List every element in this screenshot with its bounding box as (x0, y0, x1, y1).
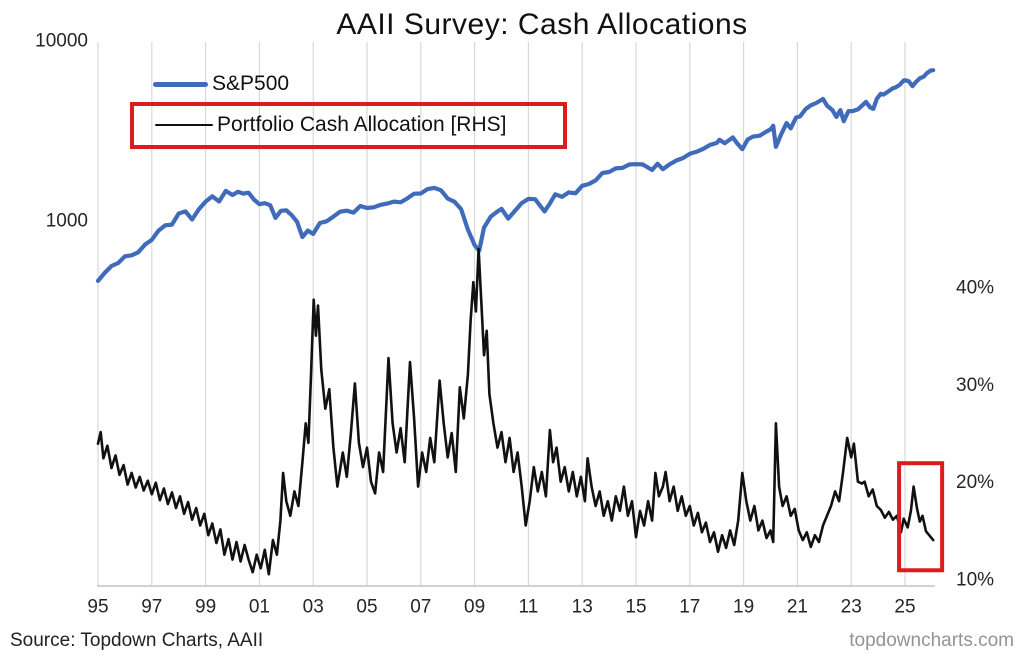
x-tick-05: 05 (356, 597, 377, 618)
x-tick-01: 01 (249, 597, 270, 618)
recent-spike-red-box (897, 461, 945, 573)
y-right-tick-20%: 20% (956, 472, 994, 493)
x-tick-07: 07 (410, 597, 431, 618)
y-left-tick-1000: 1000 (46, 211, 88, 232)
watermark: topdowncharts.com (849, 630, 1014, 651)
legend-highlight-red-box (130, 102, 567, 149)
x-tick-23: 23 (841, 597, 862, 618)
x-tick-19: 19 (733, 597, 754, 618)
x-tick-17: 17 (679, 597, 700, 618)
x-tick-99: 99 (195, 597, 216, 618)
x-tick-21: 21 (787, 597, 808, 618)
x-tick-13: 13 (572, 597, 593, 618)
y-right-tick-30%: 30% (956, 375, 994, 396)
legend-label-cash: Portfolio Cash Allocation [RHS] (217, 113, 507, 136)
legend-item-sp500: S&P500 (153, 72, 290, 95)
sp500-line (95, 68, 936, 283)
x-tick-09: 09 (464, 597, 485, 618)
x-tick-97: 97 (141, 597, 162, 618)
legend-label-sp500: S&P500 (212, 72, 290, 95)
cash-line-swatch (155, 123, 213, 127)
x-tick-03: 03 (303, 597, 324, 618)
cash-allocation-line (96, 247, 935, 576)
y-left-tick-10000: 10000 (35, 31, 88, 52)
sp500-line-swatch (153, 81, 208, 87)
y-right-tick-10%: 10% (956, 570, 994, 591)
x-tick-95: 95 (87, 597, 108, 618)
legend-item-cash: Portfolio Cash Allocation [RHS] (155, 113, 507, 136)
x-tick-25: 25 (894, 597, 915, 618)
x-tick-15: 15 (625, 597, 646, 618)
y-right-tick-40%: 40% (956, 278, 994, 299)
source-note: Source: Topdown Charts, AAII (10, 630, 264, 651)
x-tick-11: 11 (519, 597, 539, 618)
chart-title: AAII Survey: Cash Allocations (336, 8, 748, 41)
